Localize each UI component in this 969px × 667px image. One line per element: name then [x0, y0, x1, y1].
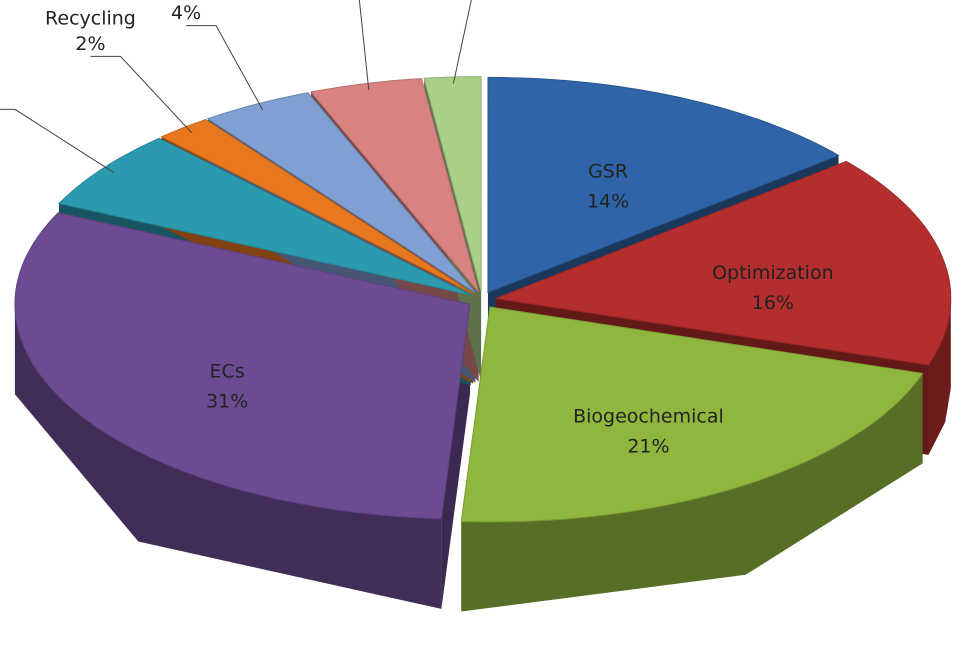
- slice: [160, 119, 474, 294]
- slice-label: Optimization: [712, 262, 834, 284]
- slice-wall: [14, 304, 442, 609]
- slice: [460, 306, 924, 523]
- slice-label: Biogeochemical: [573, 406, 724, 428]
- value-label: 21%: [627, 436, 669, 458]
- slice-label: GSR: [588, 160, 628, 182]
- value-label: 4%: [171, 2, 201, 24]
- leader-line: [186, 25, 264, 111]
- slice-label: ECs: [210, 361, 245, 383]
- leader-line: [90, 55, 193, 134]
- slice-label: Solid Waste Recycling: [32, 0, 149, 29]
- value-label: 16%: [752, 292, 794, 314]
- slice: [310, 78, 480, 293]
- slice: [57, 137, 471, 296]
- leader-line: [452, 0, 472, 84]
- slice: [423, 76, 482, 292]
- value-label: 31%: [206, 391, 248, 413]
- slice: [493, 160, 952, 366]
- value-label: 14%: [587, 190, 629, 212]
- slice: [487, 76, 840, 294]
- leader-line: [358, 0, 370, 90]
- leader-line: [0, 108, 114, 173]
- slice-wall: [928, 298, 951, 455]
- slice-wall: [461, 373, 923, 612]
- value-label: 2%: [75, 33, 105, 55]
- slice: [14, 212, 471, 520]
- slice: [206, 92, 476, 294]
